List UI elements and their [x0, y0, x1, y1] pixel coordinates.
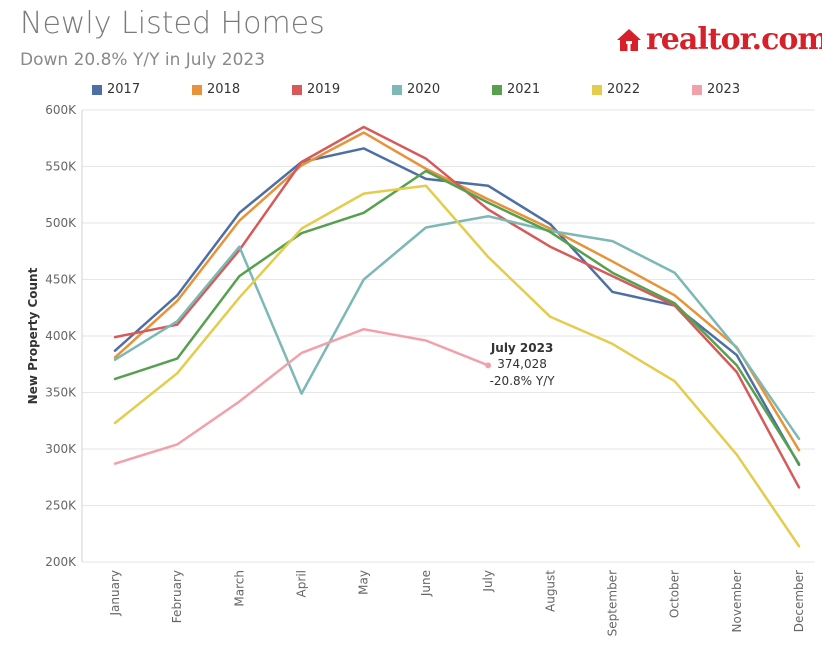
annotation-point — [485, 362, 492, 369]
y-tick-label: 500K — [45, 216, 77, 230]
legend-swatch — [492, 84, 502, 95]
logo-text: realtor.com — [646, 22, 822, 57]
x-tick-label: June — [419, 570, 433, 597]
series-line-2020 — [113, 214, 801, 441]
series-line-2021 — [113, 169, 801, 465]
series-line-2018 — [113, 131, 801, 452]
x-tick-label: March — [232, 570, 246, 607]
y-tick-label: 350K — [45, 386, 77, 400]
legend-item-2017: 2017 — [92, 82, 192, 97]
annotation-layer: July 2023 374,028 -20.8% Y/Y — [485, 341, 555, 388]
legend-swatch — [292, 84, 302, 95]
y-tick-label: 200K — [45, 555, 77, 569]
annotation-value: 374,028 — [497, 357, 547, 371]
legend-item-2022: 2022 — [592, 82, 692, 97]
legend-swatch — [392, 84, 402, 95]
legend-item-2023: 2023 — [692, 82, 740, 97]
x-tick-label: May — [357, 570, 371, 595]
axis-layer: 200K 250K 300K 350K 400K 450K 500K 550K 600K New … — [26, 103, 806, 636]
series-layer — [113, 125, 801, 548]
annotation-change: -20.8% Y/Y — [490, 374, 556, 388]
series-line-2019 — [113, 125, 801, 489]
legend-label: 2019 — [307, 82, 341, 97]
legend-label: 2021 — [507, 82, 541, 97]
legend-label: 2022 — [607, 82, 641, 97]
chart-subtitle: Down 20.8% Y/Y in July 2023 — [20, 50, 266, 70]
legend-label: 2023 — [707, 82, 741, 97]
legend-item-2020: 2020 — [392, 82, 492, 97]
legend: 2017 2018 2019 2020 2021 2022 2023 — [92, 82, 740, 97]
y-tick-label: 550K — [45, 160, 77, 174]
legend-swatch — [192, 84, 202, 95]
legend-swatch — [92, 84, 102, 95]
house-icon — [617, 28, 641, 51]
y-tick-label: 600K — [45, 103, 77, 117]
legend-label: 2017 — [107, 82, 141, 97]
y-tick-label: 400K — [45, 329, 77, 343]
y-tick-label: 250K — [45, 499, 77, 513]
series-line-2022 — [113, 184, 801, 548]
chart-title: Newly Listed Homes — [20, 6, 325, 41]
series-line-2017 — [113, 147, 801, 467]
x-tick-label: January — [108, 570, 122, 617]
annotation-title: July 2023 — [490, 341, 554, 355]
x-tick-label: September — [605, 570, 619, 636]
x-tick-label: August — [543, 570, 557, 612]
grid-layer — [82, 109, 815, 563]
series-line-2023 — [113, 327, 490, 465]
x-tick-label: October — [668, 570, 682, 618]
legend-label: 2018 — [207, 82, 241, 97]
legend-swatch — [692, 84, 702, 95]
legend-swatch — [592, 84, 602, 95]
legend-item-2021: 2021 — [492, 82, 592, 97]
x-tick-label: February — [170, 570, 184, 623]
x-tick-label: July — [481, 570, 495, 593]
y-axis-label: New Property Count — [26, 267, 40, 404]
y-tick-label: 300K — [45, 442, 77, 456]
x-tick-label: April — [295, 570, 309, 597]
legend-item-2018: 2018 — [192, 82, 292, 97]
legend-item-2019: 2019 — [292, 82, 392, 97]
x-tick-label: November — [730, 570, 744, 632]
realtor-logo: realtor.com — [616, 22, 822, 57]
legend-label: 2020 — [407, 82, 441, 97]
x-tick-label: December — [792, 570, 806, 632]
y-tick-label: 450K — [45, 273, 77, 287]
